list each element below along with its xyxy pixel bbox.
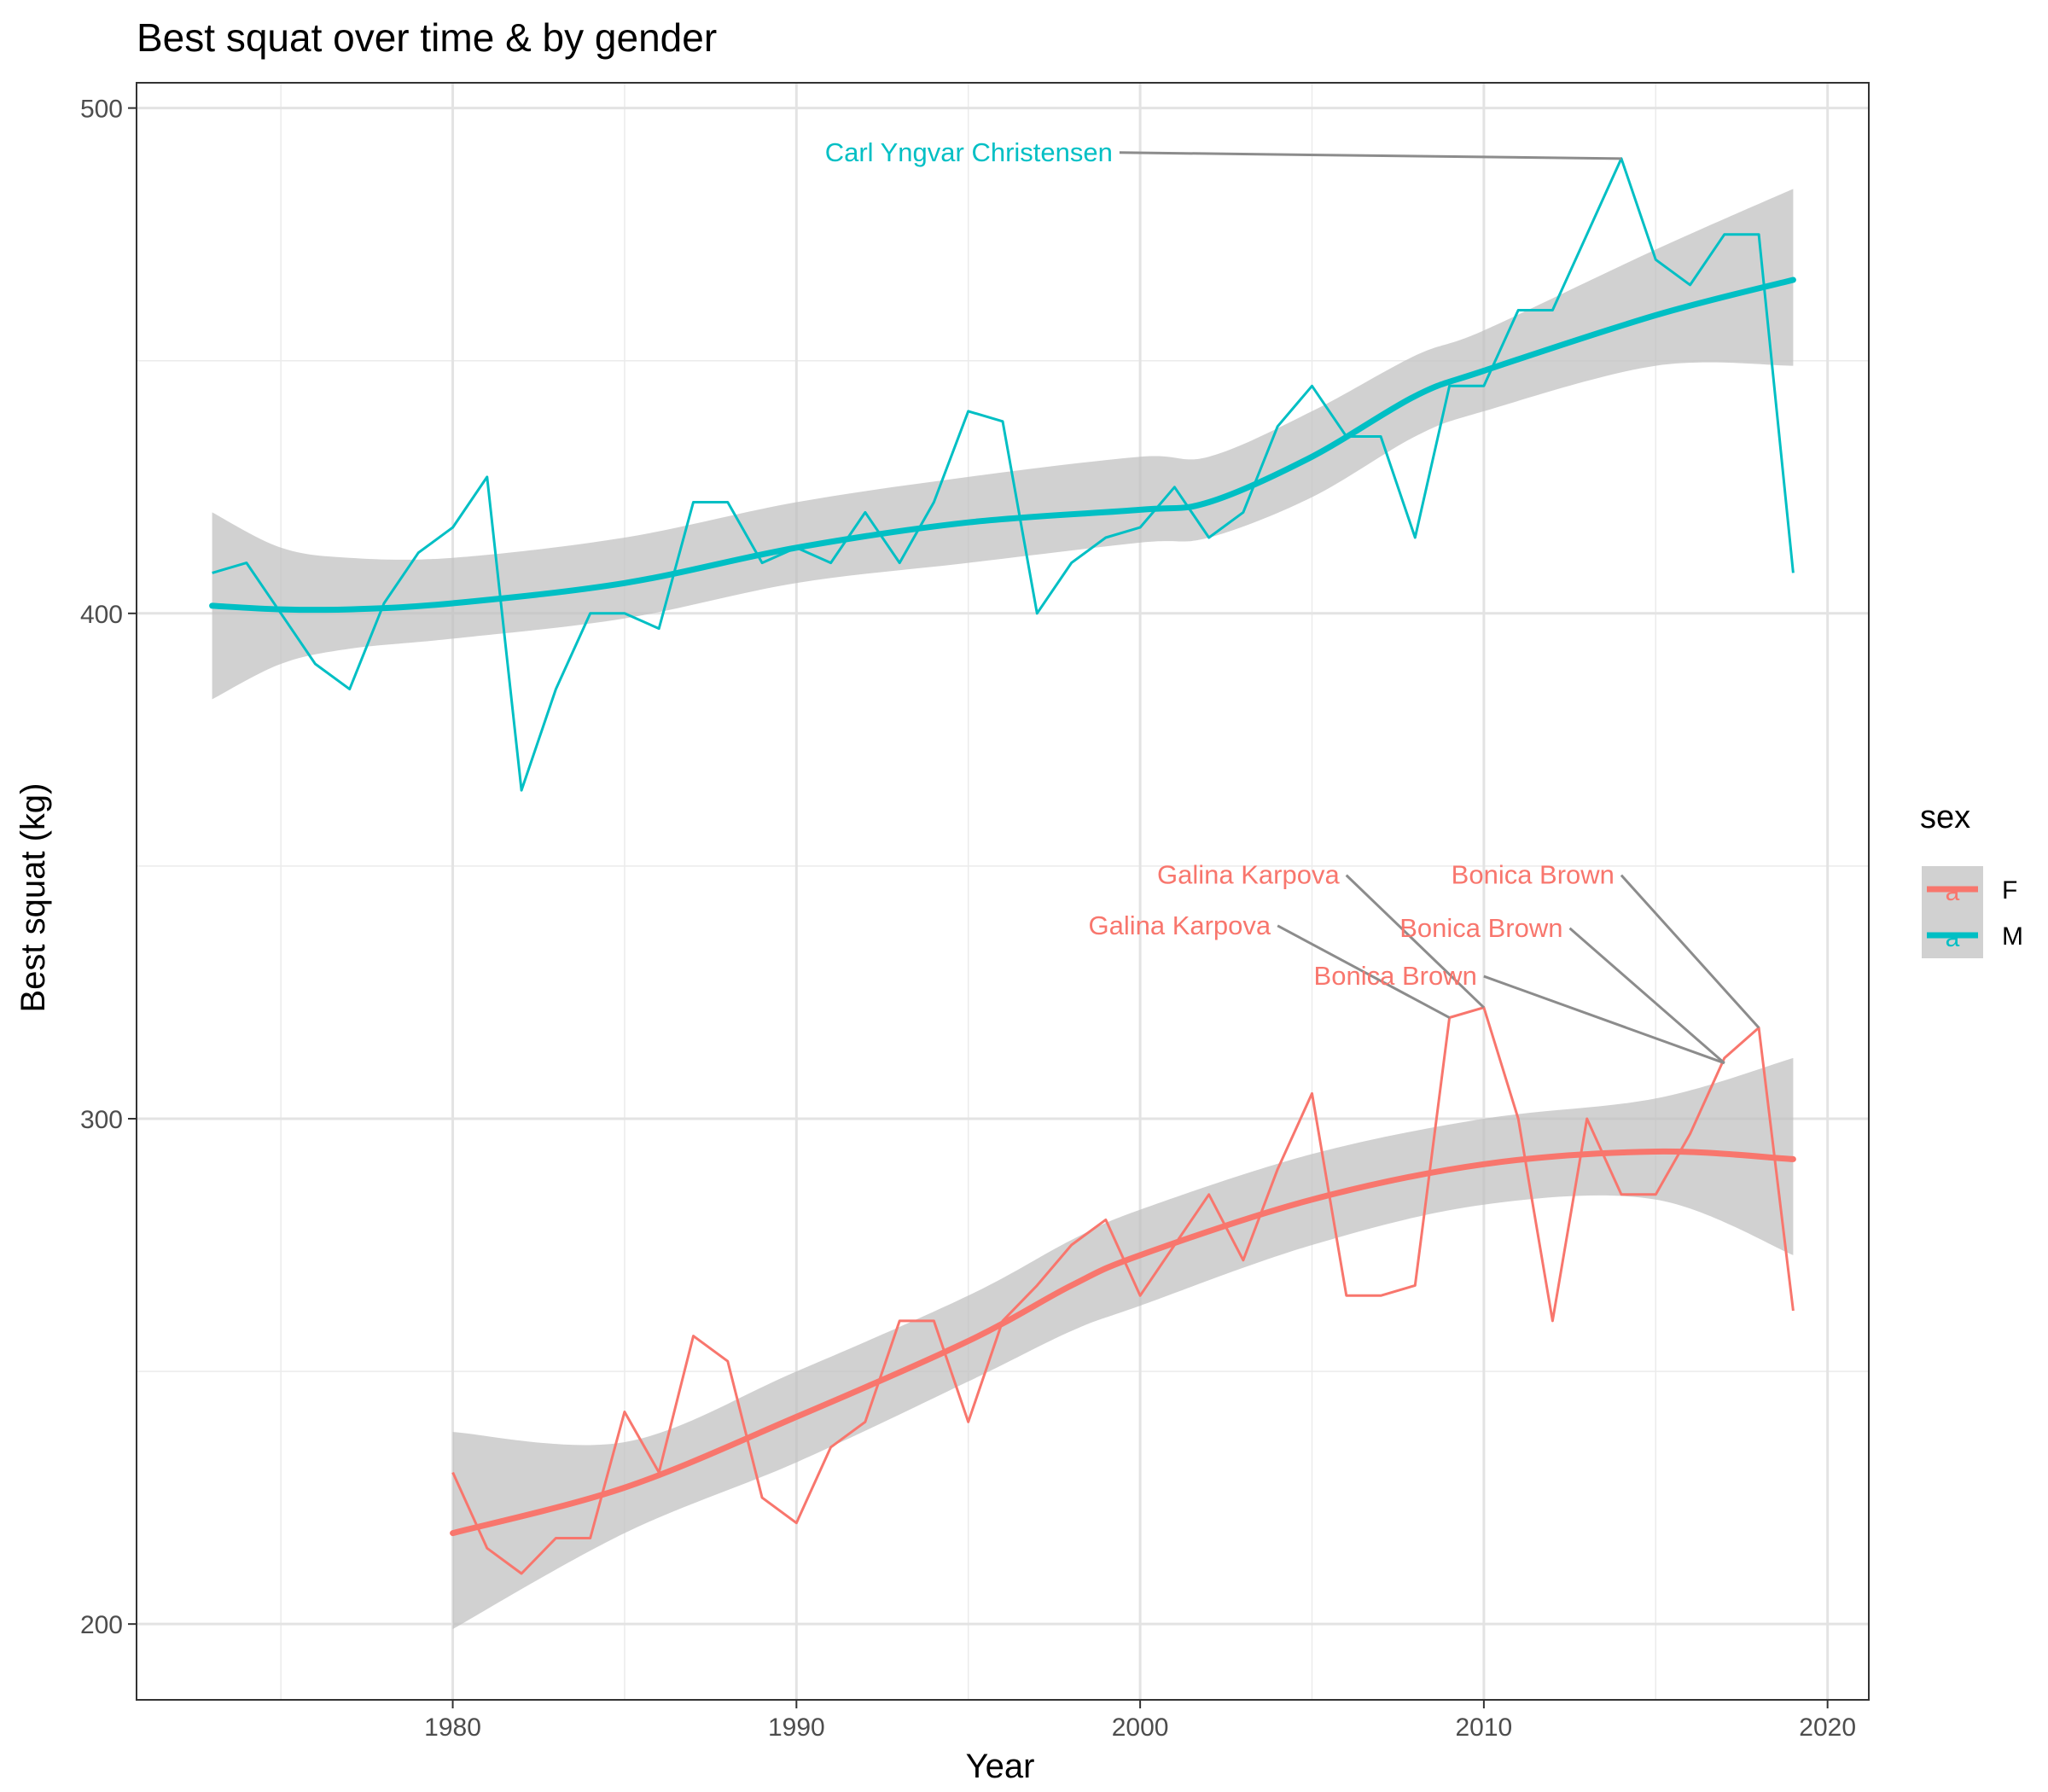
y-tick-label: 500 (80, 96, 123, 124)
annotations: Carl Yngvar Christensen Galina Karpova Bon… (825, 137, 1760, 1065)
ribbon-M (212, 189, 1794, 700)
x-axis-title: Year (966, 1748, 1035, 1785)
annotation-leader (1119, 151, 1622, 160)
smooth-lines (209, 276, 1796, 1537)
annotation-label: Galina Karpova (1088, 911, 1271, 940)
annotation-leader (1620, 874, 1760, 1029)
legend-key-glyph: a (1946, 878, 1960, 906)
x-tick-label: 1990 (768, 1713, 825, 1742)
series-lines (212, 157, 1795, 1575)
x-tick-label: 1980 (424, 1713, 481, 1742)
x-tick-label: 2010 (1456, 1713, 1513, 1742)
annotation-leader (1277, 924, 1451, 1019)
y-tick-label: 200 (80, 1611, 123, 1639)
legend: sex a Fa M (1920, 800, 2023, 958)
annotation-leader (1345, 874, 1485, 1009)
annotation-label: Bonica Brown (1399, 913, 1562, 943)
confidence-ribbons (212, 189, 1794, 1630)
annotation-label: Bonica Brown (1314, 961, 1477, 991)
grid-minor (137, 83, 1869, 1700)
legend-label-F: F (2002, 876, 2017, 905)
annotation-label: Carl Yngvar Christensen (825, 137, 1113, 167)
legend-title: sex (1920, 800, 1970, 835)
annotation-label: Galina Karpova (1157, 860, 1340, 890)
legend-key-glyph: a (1946, 924, 1960, 952)
annotation-leader (1568, 927, 1725, 1064)
x-tick-label: 2000 (1112, 1713, 1169, 1742)
smooth-line-M (209, 276, 1796, 614)
y-axis: 200 300 400 500 (80, 96, 137, 1639)
chart-title: Best squat over time & by gender (137, 15, 717, 60)
y-tick-label: 300 (80, 1106, 123, 1134)
annotation-label: Bonica Brown (1452, 860, 1615, 890)
ribbon-F (452, 1057, 1794, 1630)
x-axis: 1980 1990 2000 2010 2020 (424, 1700, 1856, 1742)
x-tick-label: 2020 (1799, 1713, 1856, 1742)
panel-border (136, 82, 1870, 1701)
smooth-line-F (450, 1148, 1796, 1537)
legend-label-M: M (2002, 922, 2023, 951)
y-tick-label: 400 (80, 601, 123, 629)
series-line-F (451, 1006, 1795, 1575)
annotation-leader (1483, 975, 1725, 1065)
series-line-M (212, 157, 1795, 792)
y-axis-title: Best squat (kg) (15, 783, 52, 1012)
